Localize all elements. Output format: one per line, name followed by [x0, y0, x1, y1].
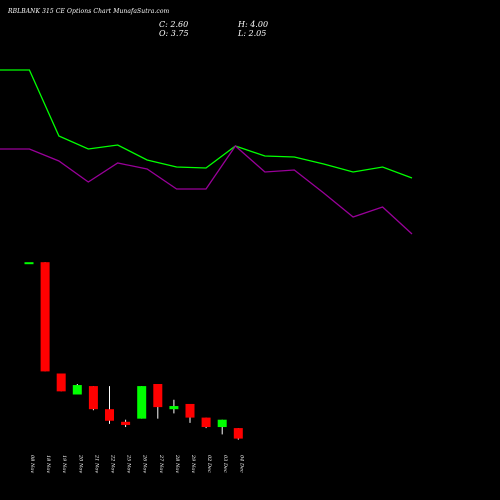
x-tick-label: 22 Nov [110, 454, 116, 473]
candle-body [233, 428, 243, 439]
x-tick-label: 27 Nov [158, 454, 164, 473]
candle-body [201, 417, 211, 428]
close-value: C: 2.60 [159, 20, 189, 29]
x-tick-label: 25 Nov [126, 454, 132, 473]
candle-8 [137, 386, 147, 419]
x-tick-label: 08 Nov [29, 455, 35, 473]
line-series-2 [0, 145, 413, 235]
candle-5 [88, 386, 98, 411]
candle-4 [72, 384, 82, 395]
candle-1 [24, 262, 34, 265]
x-tick-label: 26 Nov [142, 454, 148, 473]
candle-body [185, 403, 195, 418]
candle-body [153, 384, 163, 408]
x-tick-label: 04 Dec [238, 455, 244, 473]
low-value: L: 2.05 [238, 29, 267, 38]
open-value: O: 3.75 [159, 29, 189, 38]
candle-body [137, 386, 147, 419]
chart-title: RBLBANK 315 CE Options Chart MunafaSutra… [8, 8, 170, 15]
candle-body [169, 406, 179, 410]
candle-7 [121, 419, 131, 428]
candle-9 [153, 384, 163, 419]
candle-6 [105, 386, 114, 424]
moving-average-lines [0, 69, 413, 235]
candle-body [24, 262, 34, 265]
candle-12 [201, 417, 211, 429]
candle-11 [185, 403, 195, 423]
x-tick-label: 28 Nov [174, 454, 180, 473]
line-series-1 [0, 69, 413, 179]
candle-13 [217, 419, 227, 435]
candle-body [88, 386, 98, 410]
candle-body [217, 419, 227, 428]
candle-body [72, 385, 82, 395]
candlestick-series [24, 262, 243, 440]
candle-2 [40, 262, 50, 372]
x-tick-label: 20 Nov [77, 454, 83, 473]
candle-3 [56, 373, 66, 392]
x-tick-label: 21 Nov [93, 454, 99, 473]
candle-body [40, 262, 50, 372]
x-tick-label: 19 Nov [61, 455, 67, 473]
candle-10 [169, 399, 179, 414]
x-tick-label: 18 Nov [45, 455, 51, 473]
candle-body [105, 409, 114, 421]
candle-14 [233, 428, 243, 440]
x-tick-label: 29 Nov [190, 454, 196, 473]
candle-body [121, 421, 131, 425]
x-tick-label: 02 Dec [206, 455, 212, 473]
candle-body [56, 373, 66, 392]
x-axis: 08 Nov 18 Nov 19 Nov 20 Nov 21 Nov 22 Nov 25 N… [29, 454, 244, 473]
high-value: H: 4.00 [238, 20, 269, 29]
x-tick-label: 03 Dec [222, 455, 228, 473]
